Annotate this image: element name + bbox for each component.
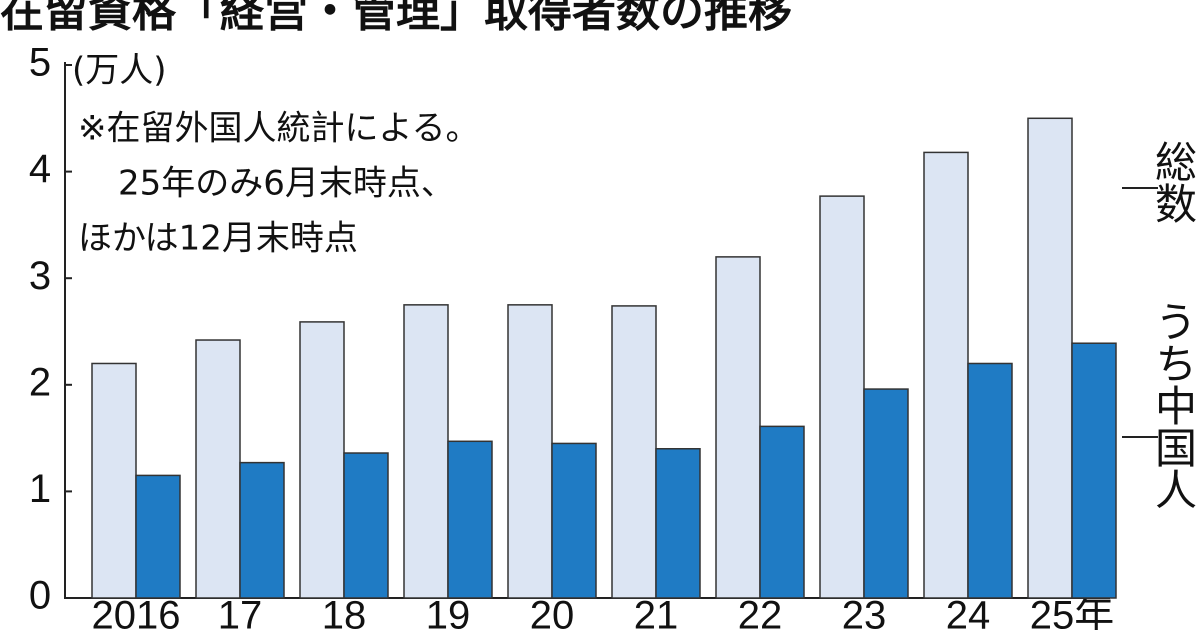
x-tick-label: 22 [738, 594, 783, 630]
bar [403, 304, 449, 599]
x-tick-label: 17 [218, 594, 263, 630]
bar [715, 256, 761, 599]
bar [135, 474, 181, 599]
y-tick-label: 3 [29, 254, 51, 298]
y-tick-label: 4 [29, 147, 51, 191]
bar [343, 452, 389, 599]
y-tick-label: 1 [29, 467, 51, 511]
bar [819, 195, 865, 599]
bar [923, 151, 969, 599]
legend-label: 総数 [1149, 140, 1198, 224]
bar [447, 440, 493, 599]
x-tick-label: 23 [842, 594, 887, 630]
bar [239, 461, 285, 599]
y-tick-label: 2 [29, 360, 51, 404]
bar [195, 339, 241, 599]
bar [551, 442, 597, 599]
x-tick-label: 21 [634, 594, 679, 630]
bar [91, 362, 137, 599]
legend-label: うち中国人 [1149, 300, 1198, 510]
bar [1027, 117, 1073, 599]
bar [967, 362, 1013, 599]
x-tick-label: 19 [426, 594, 471, 630]
x-tick-label: 24 [946, 594, 991, 630]
bar [655, 448, 701, 599]
x-tick-label: 20 [530, 594, 575, 630]
bar [299, 321, 345, 599]
bar [759, 425, 805, 599]
chart-title: 在留資格「経営・管理」取得者数の推移 [0, 0, 792, 37]
bar [611, 305, 657, 599]
note: ※在留外国人統計による。 [78, 109, 479, 149]
y-tick-label: 5 [29, 41, 51, 85]
unit-label: (万人) [72, 51, 167, 91]
x-tick-label: 2016 [92, 594, 181, 630]
bar [1071, 342, 1117, 599]
y-tick-label: 0 [29, 574, 51, 618]
bar [507, 304, 553, 599]
note: 25年のみ6月末時点、 [118, 164, 455, 204]
x-tick-label: 25年 [1030, 594, 1115, 630]
x-tick-label: 18 [322, 594, 367, 630]
note: ほかは12月末時点 [78, 219, 358, 259]
bar [863, 388, 909, 599]
